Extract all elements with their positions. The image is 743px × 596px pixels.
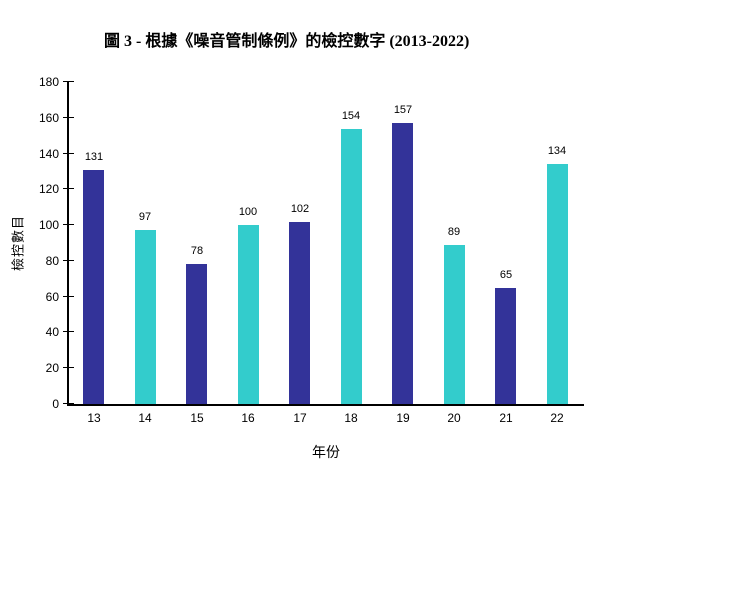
y-tick-label: 20 bbox=[45, 361, 59, 375]
x-tick-label: 20 bbox=[447, 411, 461, 425]
y-tick-label: 40 bbox=[45, 325, 59, 339]
bar bbox=[186, 264, 207, 404]
y-axis-line bbox=[67, 82, 69, 406]
y-tick-label: 100 bbox=[38, 218, 59, 232]
bar-value-label: 102 bbox=[290, 203, 310, 215]
x-tick-label: 15 bbox=[190, 411, 204, 425]
bar bbox=[289, 222, 310, 404]
bar bbox=[547, 164, 568, 404]
x-tick-label: 17 bbox=[293, 411, 307, 425]
bar-value-label: 100 bbox=[238, 206, 258, 218]
x-axis-title: 年份 bbox=[312, 444, 340, 460]
y-tick-mark bbox=[63, 331, 74, 332]
x-tick-label: 19 bbox=[396, 411, 410, 425]
y-tick-label: 0 bbox=[52, 397, 59, 411]
y-tick-mark bbox=[63, 117, 74, 118]
x-tick-label: 22 bbox=[550, 411, 564, 425]
x-tick-label: 14 bbox=[138, 411, 152, 425]
y-tick-mark bbox=[63, 296, 74, 297]
bar bbox=[341, 129, 362, 404]
bar bbox=[495, 288, 516, 404]
bar-value-label: 157 bbox=[393, 104, 413, 116]
y-tick-label: 180 bbox=[38, 75, 59, 89]
y-tick-mark bbox=[63, 224, 74, 225]
y-tick-mark bbox=[63, 153, 74, 154]
x-tick-label: 21 bbox=[499, 411, 513, 425]
y-tick-label: 80 bbox=[45, 254, 59, 268]
bar bbox=[444, 245, 465, 404]
x-tick-label: 16 bbox=[241, 411, 255, 425]
bar bbox=[83, 170, 104, 404]
y-tick-label: 140 bbox=[38, 147, 59, 161]
chart-title: 圖 3 - 根據《噪音管制條例》的檢控數字 (2013-2022) bbox=[104, 33, 470, 50]
bar-value-label: 131 bbox=[84, 151, 104, 163]
bar bbox=[135, 230, 156, 404]
x-tick-label: 13 bbox=[87, 411, 101, 425]
bar bbox=[238, 225, 259, 404]
bar-value-label: 65 bbox=[499, 269, 513, 281]
y-tick-mark bbox=[63, 260, 74, 261]
y-tick-mark bbox=[63, 367, 74, 368]
y-tick-label: 120 bbox=[38, 182, 59, 196]
x-tick-label: 18 bbox=[344, 411, 358, 425]
bar-value-label: 154 bbox=[341, 110, 361, 122]
bar-value-label: 89 bbox=[447, 226, 461, 238]
y-tick-mark bbox=[63, 403, 74, 404]
y-tick-mark bbox=[63, 188, 74, 189]
y-tick-mark bbox=[63, 81, 74, 82]
bar-value-label: 97 bbox=[138, 211, 152, 223]
x-axis-line bbox=[67, 404, 584, 406]
y-tick-label: 160 bbox=[38, 111, 59, 125]
bar-value-label: 134 bbox=[547, 145, 567, 157]
bar bbox=[392, 123, 413, 404]
bar-value-label: 78 bbox=[190, 245, 204, 257]
y-tick-label: 60 bbox=[45, 290, 59, 304]
